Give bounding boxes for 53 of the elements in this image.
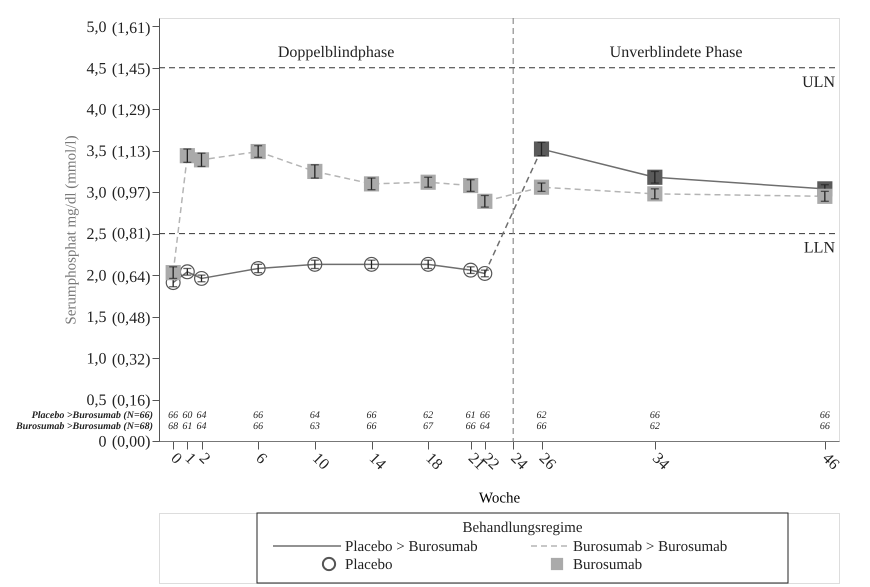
y-tick-label: 4,5 — [86, 60, 106, 78]
y-axis-title: Serumphosphat mg/dl (mmol/l) — [64, 135, 80, 325]
y2-tick-label: (1,13) — [112, 143, 150, 160]
annotation: Doppelblindphase — [278, 44, 394, 61]
point — [477, 266, 492, 281]
y-tick-label: 0 — [98, 434, 106, 450]
y-tick-label: 3,0 — [86, 184, 106, 202]
y2-tick-label: (1,45) — [112, 61, 150, 78]
y2-tick-label: (1,61) — [112, 20, 150, 38]
y2-tick-label: (0,32) — [112, 351, 150, 368]
x-tick-label: 18 — [422, 450, 446, 474]
y-tick-label: 2,0 — [86, 268, 106, 285]
point — [420, 256, 436, 272]
legend-title: Behandlungsregime — [462, 520, 583, 536]
x-tick-label: 24 — [507, 450, 531, 474]
text: Placebo >Burosumab (N=66) — [32, 410, 153, 421]
ref-line-label: LLN — [804, 240, 836, 257]
point — [364, 256, 379, 272]
x-axis-title: Woche — [478, 490, 520, 506]
y-tick-label: 1,0 — [86, 350, 106, 368]
y2-tick-label: (0,97) — [112, 184, 150, 202]
y-tick-label: 0,5 — [86, 392, 106, 410]
legend-label: Placebo — [345, 557, 392, 573]
y2-tick-label: (0,00) — [112, 434, 150, 450]
x-tick-label: 14 — [366, 450, 389, 474]
text: 66 60 64 66 64 66 62 61 66 62 66 66 — [168, 410, 830, 421]
legend-label: Burosumab — [573, 557, 642, 573]
y2-tick-label: (0,48) — [112, 310, 150, 328]
text: 68 61 64 66 63 66 67 66 64 66 62 66 — [168, 421, 830, 432]
y-tick-label: 2,5 — [86, 226, 106, 244]
point — [307, 256, 322, 272]
x-tick-label: 34 — [648, 450, 672, 474]
legend-label: Placebo > Burosumab — [345, 539, 478, 555]
point — [463, 262, 478, 278]
point — [180, 264, 195, 280]
y2-tick-label: (0,16) — [112, 392, 150, 410]
point — [250, 261, 266, 276]
x-tick-label: 26 — [536, 450, 559, 474]
y-tick-label: 4,0 — [86, 102, 106, 119]
x-tick-label: 10 — [308, 450, 332, 474]
annotation: Unverblindete Phase — [610, 44, 743, 61]
ref-line-label: ULN — [802, 74, 836, 91]
y2-tick-label: (1,29) — [112, 102, 150, 120]
text: Burosumab >Burosumab (N=68) — [15, 421, 153, 432]
legend-label: Burosumab > Burosumab — [573, 539, 728, 555]
y2-tick-label: (0,81) — [112, 225, 150, 242]
x-tick-label: 46 — [818, 450, 842, 474]
point — [194, 270, 209, 286]
y2-tick-label: (0,64) — [112, 269, 150, 286]
y-tick-label: 3,5 — [86, 143, 106, 160]
x-tick-label: 6 — [252, 450, 270, 468]
y-tick-label: 5,0 — [86, 18, 106, 36]
y-tick-label: 1,5 — [86, 309, 106, 326]
